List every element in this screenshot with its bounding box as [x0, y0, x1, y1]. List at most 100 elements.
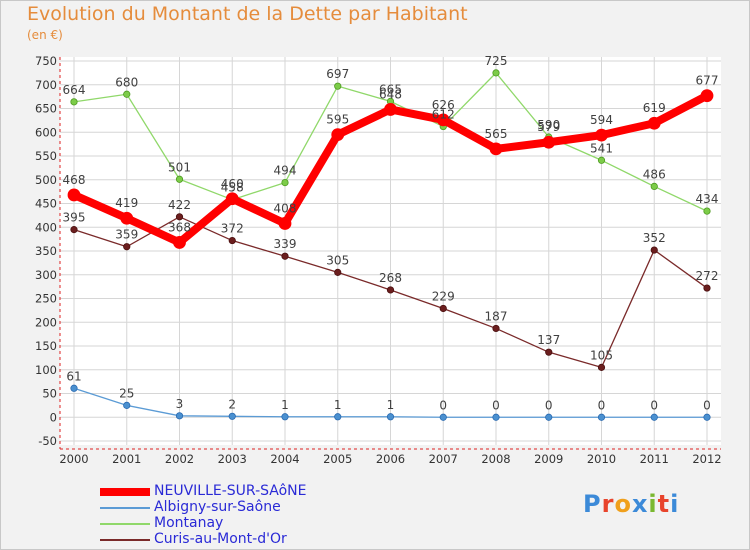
proxiti-logo: Proxiti: [583, 490, 679, 518]
data-point: [120, 211, 134, 225]
data-label: 137: [537, 333, 560, 347]
data-point: [597, 413, 606, 421]
x-tick-label: 2011: [640, 452, 669, 466]
data-label: 0: [439, 398, 447, 412]
legend-label: Curis-au-Mont-d'Or: [154, 531, 287, 547]
legend-swatch: [100, 523, 150, 525]
data-label: 460: [221, 177, 244, 191]
data-point: [386, 413, 395, 421]
data-point: [492, 324, 500, 333]
x-tick-label: 2004: [270, 452, 299, 466]
data-label: 0: [650, 398, 658, 412]
data-label: 612: [432, 108, 455, 122]
data-label: 0: [492, 398, 500, 412]
data-label: 579: [537, 120, 560, 134]
logo-letter: P: [583, 490, 602, 518]
chart-unit-label: (en €): [27, 28, 63, 42]
data-point: [123, 401, 131, 409]
legend-label: Albigny-sur-Saône: [154, 499, 281, 515]
data-point: [439, 304, 447, 313]
data-point: [67, 188, 81, 202]
data-label: 422: [168, 198, 191, 212]
data-label: 395: [63, 211, 86, 225]
data-label: 229: [432, 289, 455, 303]
x-tick-label: 2000: [59, 452, 88, 466]
data-point: [225, 192, 239, 206]
x-tick-label: 2008: [481, 452, 510, 466]
data-label: 105: [590, 348, 613, 362]
data-point: [334, 82, 342, 90]
data-point: [436, 113, 450, 127]
data-label: 0: [598, 398, 606, 412]
data-label: 494: [274, 164, 297, 178]
data-label: 595: [326, 113, 349, 127]
y-tick-label: 600: [35, 125, 57, 139]
x-tick-label: 2009: [534, 452, 563, 466]
y-tick-label: 700: [35, 78, 57, 92]
y-tick-label: 200: [35, 315, 57, 329]
data-point: [278, 217, 292, 230]
logo-letter: i: [670, 490, 680, 518]
data-label: 272: [696, 269, 719, 283]
data-label: 626: [432, 98, 455, 112]
data-point: [123, 243, 131, 251]
data-point: [70, 384, 78, 392]
data-point: [700, 89, 714, 103]
y-tick-label: -50: [38, 434, 57, 448]
data-point: [492, 69, 500, 77]
x-tick-label: 2001: [112, 452, 141, 466]
data-label: 2: [228, 397, 236, 411]
data-point: [175, 175, 184, 183]
data-label: 619: [643, 101, 666, 115]
data-label: 665: [379, 82, 402, 96]
data-label: 187: [485, 309, 508, 323]
data-point: [545, 348, 553, 356]
x-tick-label: 2010: [587, 452, 616, 466]
y-tick-label: 550: [35, 149, 57, 163]
data-label: 434: [696, 192, 719, 206]
data-label: 565: [485, 127, 508, 141]
data-point: [703, 413, 711, 421]
data-label: 61: [66, 369, 81, 383]
data-label: 25: [119, 386, 134, 400]
data-label: 1: [387, 398, 395, 412]
data-point: [334, 268, 342, 276]
data-point: [175, 213, 184, 221]
data-point: [650, 182, 658, 190]
legend-label: Montanay: [154, 515, 224, 531]
data-label: 352: [643, 231, 666, 245]
y-tick-label: 750: [35, 54, 57, 68]
data-point: [228, 236, 236, 245]
logo-letter: r: [601, 490, 615, 518]
data-point: [70, 226, 78, 234]
data-point: [650, 246, 658, 254]
data-point: [703, 284, 711, 292]
data-label: 0: [703, 398, 711, 412]
data-label: 372: [221, 222, 244, 236]
y-tick-label: 50: [42, 387, 57, 401]
data-point: [386, 286, 395, 294]
logo-letter: t: [657, 490, 671, 518]
data-label: 664: [63, 83, 86, 97]
x-tick-label: 2003: [218, 452, 247, 466]
data-label: 594: [590, 113, 613, 127]
data-point: [70, 98, 78, 106]
logo-letter: i: [648, 490, 658, 518]
data-label: 590: [537, 118, 560, 132]
y-tick-label: 150: [35, 339, 57, 353]
data-point: [228, 412, 236, 420]
data-label: 0: [545, 398, 553, 412]
data-label: 680: [115, 75, 138, 89]
legend-swatch: [100, 539, 150, 541]
data-point: [597, 363, 606, 371]
logo-letter: x: [631, 490, 649, 518]
x-tick-label: 2002: [165, 452, 194, 466]
data-point: [542, 135, 556, 149]
data-label: 501: [168, 160, 191, 174]
data-point: [331, 128, 345, 142]
data-point: [281, 252, 289, 260]
data-point: [334, 413, 342, 421]
data-point: [545, 413, 553, 421]
data-point: [173, 236, 186, 249]
